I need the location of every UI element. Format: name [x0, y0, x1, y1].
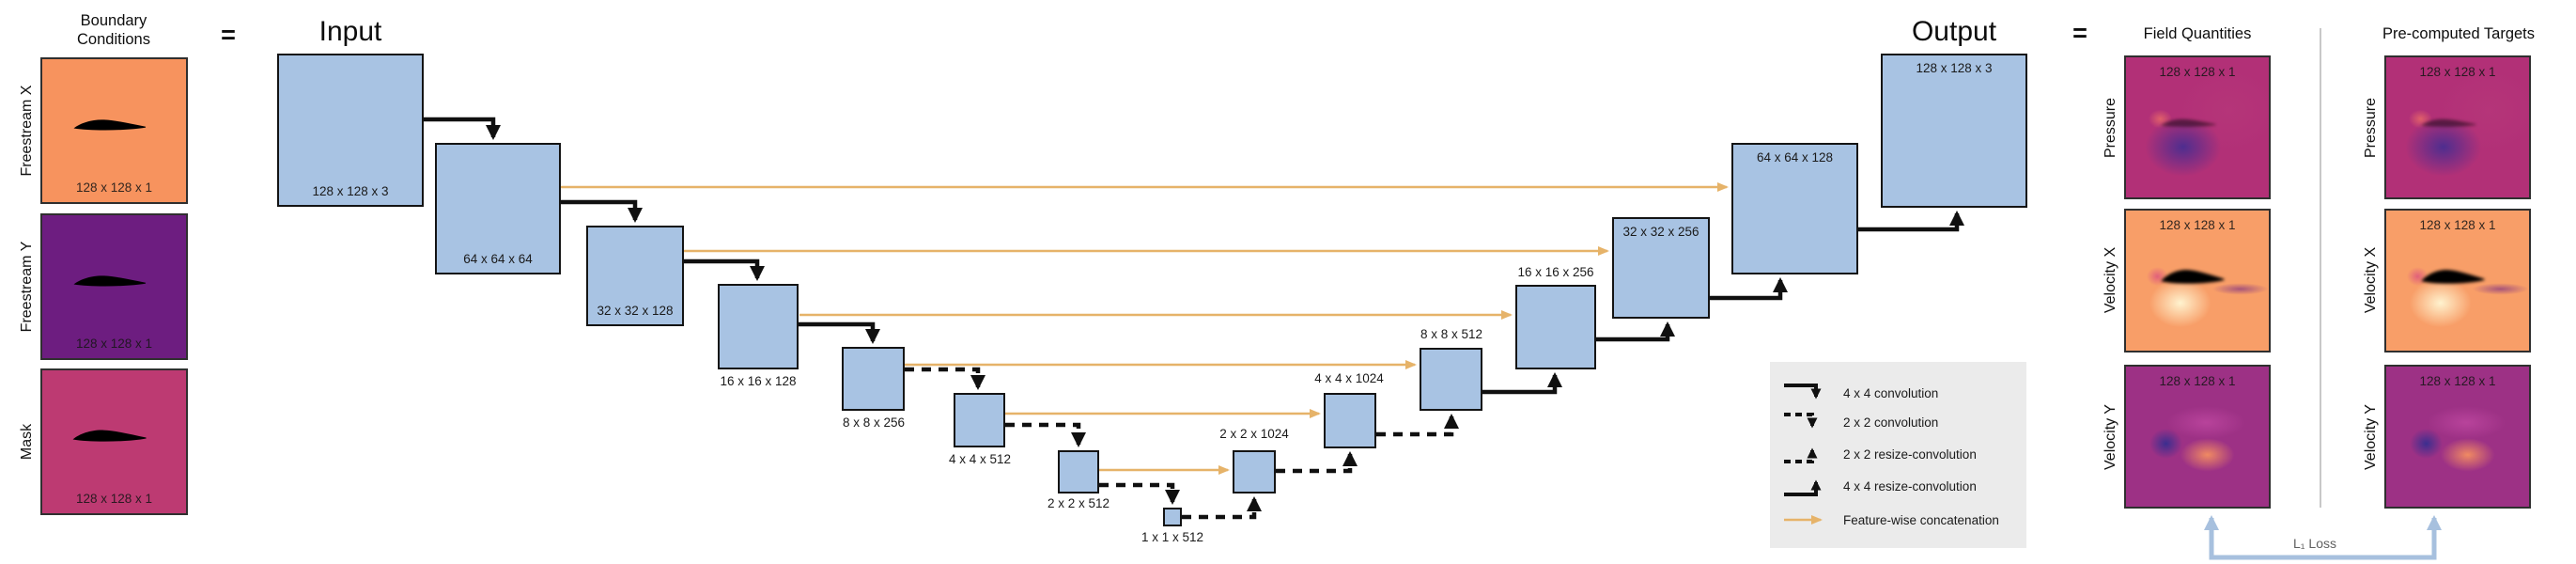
unet-block-dec-4	[1324, 387, 1378, 448]
mask-size: 128 x 128 x 1	[75, 492, 153, 506]
target-pressure-image: 128 x 128 x 1	[2384, 55, 2531, 199]
output-title: Output	[1911, 16, 1997, 47]
legend-box: 4 x 4 convolution 2 x 2 convolution 2 x …	[1770, 362, 2026, 548]
solid-up-arrow-icon	[1784, 479, 1822, 496]
resize4-arrow-1	[1482, 372, 1562, 395]
block-dims: 64 x 64 x 128	[1756, 150, 1834, 164]
block-dims: 128 x 128 x 3	[1916, 61, 1993, 75]
resize2-arrows	[1182, 414, 1459, 520]
block-dims: 16 x 16 x 256	[1517, 265, 1594, 279]
unet-block-dec-2	[1233, 445, 1278, 494]
solid-down-arrow-icon	[1784, 384, 1822, 400]
resize2-arrow-3	[1376, 414, 1459, 437]
legend-item-resize4: 4 x 4 resize-convolution	[1781, 472, 1977, 500]
block-dims: 8 x 8 x 256	[842, 415, 906, 430]
targets-title: Pre-computed Targets	[2382, 25, 2536, 42]
column-divider	[2320, 28, 2321, 508]
boundary-conditions-title: Boundary Conditions	[77, 11, 150, 49]
unet-block-dec-64: 64 x 64 x 128	[1731, 137, 1860, 274]
conv2-arrows	[905, 367, 1180, 505]
conv4-arrows	[424, 117, 880, 344]
conv2-arrow-1	[905, 367, 985, 390]
legend-label: 2 x 2 resize-convolution	[1843, 446, 1977, 462]
unet-block-output-128: 128 x 128 x 3	[1881, 54, 2027, 208]
resize2-arrow-1	[1182, 496, 1262, 520]
orange-right-arrow-icon	[1784, 515, 1823, 525]
unet-block-enc-4	[954, 393, 1005, 447]
legend-label: 2 x 2 convolution	[1843, 415, 1939, 430]
conv4-arrow-3	[684, 258, 765, 281]
legend-label: Feature-wise concatenation	[1843, 512, 1999, 527]
target-velocity-x-size: 128 x 128 x 1	[2419, 218, 2496, 232]
field-quantities-title: Field Quantities	[2143, 25, 2252, 42]
input-title: Input	[318, 16, 382, 47]
target-velocity-y-size: 128 x 128 x 1	[2419, 374, 2496, 388]
legend-item-concat: Feature-wise concatenation	[1781, 506, 1999, 534]
boundary-conditions-title-line1: Boundary	[80, 12, 147, 29]
unet-block-dec-16	[1515, 279, 1598, 369]
freestream-y-image: 128 x 128 x 1	[40, 213, 188, 360]
equals-sign-left: =	[221, 21, 236, 49]
unet-block-enc-32: 32 x 32 x 128	[586, 226, 684, 326]
conv2-arrow-2	[1005, 422, 1086, 447]
target-velocity-x-image: 128 x 128 x 1	[2384, 209, 2531, 352]
resize4-arrows	[1482, 211, 1964, 395]
freestream-y-size: 128 x 128 x 1	[75, 337, 153, 351]
block-dims: 64 x 64 x 64	[463, 252, 533, 266]
block-dims: 128 x 128 x 3	[312, 184, 389, 198]
legend-label: 4 x 4 resize-convolution	[1843, 478, 1977, 494]
legend-item-conv4: 4 x 4 convolution	[1781, 379, 1938, 407]
fq-velocity-x-size: 128 x 128 x 1	[2159, 218, 2236, 232]
legend-item-conv2: 2 x 2 convolution	[1781, 408, 1938, 436]
resize4-arrow-3	[1710, 277, 1788, 301]
mask-image: 128 x 128 x 1	[40, 368, 188, 515]
freestream-x-image: 128 x 128 x 1	[40, 57, 188, 204]
fq-pressure-size: 128 x 128 x 1	[2159, 65, 2236, 79]
legend-label: 4 x 4 convolution	[1843, 385, 1939, 400]
unet-block-dec-8	[1420, 342, 1484, 411]
target-pressure-size: 128 x 128 x 1	[2419, 65, 2496, 79]
boundary-conditions-title-line2: Conditions	[77, 31, 150, 48]
unet-block-enc-2	[1058, 450, 1099, 494]
fq-velocity-y-image: 128 x 128 x 1	[2124, 365, 2271, 509]
equals-sign-right: =	[2072, 19, 2087, 47]
unet-block-enc-16	[718, 284, 799, 369]
conv4-arrow-1	[424, 117, 501, 140]
dashed-up-arrow-icon	[1784, 447, 1818, 463]
legend-item-resize2: 2 x 2 resize-convolution	[1781, 440, 1977, 468]
fq-pressure-image: 128 x 128 x 1	[2124, 55, 2271, 199]
conv4-arrow-2	[561, 199, 643, 223]
fq-velocity-y-size: 128 x 128 x 1	[2159, 374, 2236, 388]
block-dims: 2 x 2 x 512	[1047, 496, 1110, 510]
unet-block-dec-32: 32 x 32 x 256	[1612, 212, 1712, 319]
block-dims: 16 x 16 x 128	[720, 374, 797, 388]
target-velocity-y-image: 128 x 128 x 1	[2384, 365, 2531, 509]
freestream-x-size: 128 x 128 x 1	[75, 180, 153, 195]
conv2-arrow-3	[1099, 482, 1180, 505]
block-dims: 2 x 2 x 1024	[1219, 427, 1289, 441]
resize4-arrow-4	[1858, 211, 1964, 232]
block-dims: 32 x 32 x 256	[1622, 225, 1699, 239]
unet-block-enc-64: 64 x 64 x 64	[435, 143, 561, 274]
block-dims: 32 x 32 x 128	[597, 304, 674, 318]
resize2-arrow-2	[1276, 451, 1358, 474]
resize4-arrow-2	[1596, 321, 1675, 342]
block-dims: 4 x 4 x 1024	[1314, 371, 1384, 385]
unet-block-bottleneck-1	[1163, 508, 1182, 526]
block-dims: 8 x 8 x 512	[1420, 327, 1483, 341]
conv4-arrow-4	[799, 321, 880, 344]
dashed-down-arrow-icon	[1784, 413, 1818, 429]
l1-loss-label: L₁ Loss	[2293, 536, 2336, 551]
fq-velocity-x-image: 128 x 128 x 1	[2124, 209, 2271, 352]
block-dims: 4 x 4 x 512	[948, 452, 1012, 466]
l1-loss-bracket	[2204, 515, 2442, 560]
unet-block-input-128: 128 x 128 x 3	[277, 54, 424, 207]
skip-connections	[561, 182, 1729, 475]
unet-block-enc-8	[842, 347, 905, 411]
block-dims: 1 x 1 x 512	[1141, 530, 1204, 544]
